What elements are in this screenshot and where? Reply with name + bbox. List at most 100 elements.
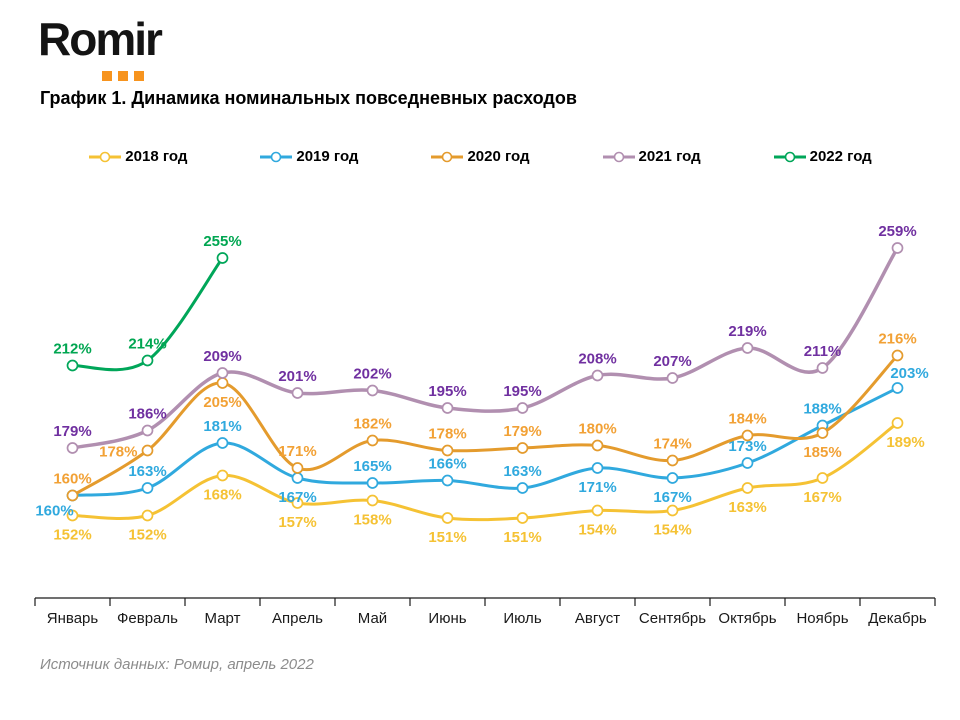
data-label: 160% bbox=[53, 471, 91, 488]
data-label: 195% bbox=[428, 383, 466, 400]
data-label: 157% bbox=[278, 514, 316, 531]
data-point-marker bbox=[291, 472, 304, 484]
data-point-marker bbox=[66, 359, 79, 372]
data-label: 174% bbox=[653, 436, 691, 453]
data-point-marker bbox=[591, 439, 604, 452]
data-point-marker bbox=[216, 252, 229, 264]
data-point-marker bbox=[666, 372, 679, 384]
data-label: 154% bbox=[578, 522, 616, 539]
data-label: 209% bbox=[203, 348, 241, 365]
data-label: 158% bbox=[353, 512, 391, 529]
data-label: 201% bbox=[278, 368, 316, 385]
data-point-marker bbox=[291, 387, 304, 399]
data-point-marker bbox=[216, 469, 229, 482]
data-label: 211% bbox=[804, 343, 842, 360]
month-label: Январь bbox=[47, 610, 99, 627]
data-point-marker bbox=[591, 462, 604, 474]
series-line bbox=[71, 421, 899, 522]
data-point-marker bbox=[216, 367, 229, 379]
data-point-marker bbox=[141, 424, 154, 437]
data-point-marker bbox=[216, 437, 229, 449]
data-label: 171% bbox=[578, 479, 616, 496]
data-label: 171% bbox=[278, 443, 316, 460]
data-label: 255% bbox=[203, 233, 241, 250]
month-label: Декабрь bbox=[868, 610, 927, 627]
month-label: Апрель bbox=[272, 610, 323, 627]
legend-item-2020: 2020 год bbox=[430, 148, 530, 165]
chart-title: График 1. Динамика номинальных повседнев… bbox=[40, 88, 577, 108]
data-label: 167% bbox=[803, 489, 841, 506]
data-point-marker bbox=[216, 377, 229, 389]
data-label: 167% bbox=[278, 489, 316, 506]
series-line bbox=[71, 386, 899, 497]
legend-label: 2019 год bbox=[296, 148, 359, 165]
series-line bbox=[71, 256, 224, 372]
legend-marker-icon bbox=[602, 151, 635, 162]
data-point-marker bbox=[816, 472, 829, 484]
month-label: Август bbox=[575, 610, 620, 627]
data-label: 163% bbox=[728, 499, 766, 516]
data-label: 165% bbox=[353, 458, 391, 475]
legend-marker-icon bbox=[89, 151, 122, 162]
data-label: 152% bbox=[53, 527, 91, 544]
data-label: 180% bbox=[578, 421, 616, 438]
month-label: Март bbox=[205, 610, 241, 627]
legend-marker-icon bbox=[431, 151, 464, 162]
data-label: 154% bbox=[653, 522, 691, 539]
source-note: Источник данных: Ромир, апрель 2022 bbox=[40, 656, 314, 673]
data-label: 182% bbox=[353, 416, 391, 433]
data-label: 181% bbox=[203, 418, 241, 435]
data-point-marker bbox=[741, 482, 754, 494]
month-label: Июнь bbox=[428, 610, 466, 627]
series-line bbox=[70, 246, 900, 450]
data-point-marker bbox=[891, 349, 904, 362]
data-label: 184% bbox=[728, 411, 766, 428]
data-label: 188% bbox=[803, 401, 841, 418]
data-point-marker bbox=[66, 489, 79, 502]
legend-label: 2021 год bbox=[638, 148, 701, 165]
data-label: 173% bbox=[728, 438, 766, 455]
data-point-marker bbox=[366, 434, 379, 447]
data-point-marker bbox=[891, 242, 904, 254]
data-point-marker bbox=[141, 354, 154, 367]
data-label: 214% bbox=[128, 336, 166, 353]
data-point-marker bbox=[666, 472, 679, 484]
legend-marker-icon bbox=[773, 151, 806, 162]
data-label: 178% bbox=[99, 444, 137, 461]
data-point-marker bbox=[441, 444, 454, 457]
data-label: 178% bbox=[428, 426, 466, 443]
data-label: 167% bbox=[653, 489, 691, 506]
data-label: 163% bbox=[128, 463, 166, 480]
month-label: Октябрь bbox=[718, 610, 776, 627]
month-label: Ноябрь bbox=[796, 610, 848, 627]
data-label: 152% bbox=[128, 527, 166, 544]
series-2018: 152% 152% 168% 157% 158% 151% 151% 154% 154% 163%… bbox=[53, 417, 925, 546]
data-point-marker bbox=[666, 454, 679, 467]
legend-item-2019: 2019 год bbox=[259, 148, 358, 165]
data-point-marker bbox=[516, 402, 529, 414]
legend-label: 2018 год bbox=[125, 148, 188, 165]
series-2022: 212% 214% 255% bbox=[53, 233, 242, 372]
data-label: 207% bbox=[653, 353, 691, 370]
data-point-marker bbox=[516, 512, 529, 524]
legend-item-2021: 2021 год bbox=[602, 148, 701, 165]
data-point-marker bbox=[516, 442, 529, 454]
data-point-marker bbox=[441, 512, 454, 524]
data-point-marker bbox=[666, 504, 679, 517]
legend-label: 2022 год bbox=[809, 148, 872, 165]
data-point-marker bbox=[816, 427, 829, 439]
chart-area: Январь Февраль Март Апрель Май Июнь Июль Август… bbox=[0, 185, 960, 655]
data-label: 151% bbox=[428, 529, 466, 546]
legend-label: 2020 год bbox=[467, 148, 530, 165]
series-2021: 179% 186% 209% 201% 202% 195% 195% 208% 207% 219%… bbox=[53, 223, 917, 454]
legend-marker-icon bbox=[260, 151, 293, 162]
data-label: 189% bbox=[886, 434, 924, 451]
series-2019: 160% 163% 181% 167% 165% 166% 163% 171% 167% 173%… bbox=[35, 365, 928, 520]
month-label: Сентябрь bbox=[639, 610, 706, 627]
data-point-marker bbox=[291, 462, 304, 474]
data-label: 179% bbox=[53, 423, 91, 440]
data-point-marker bbox=[741, 342, 754, 354]
legend-item-2022: 2022 год bbox=[773, 148, 872, 165]
data-label: 212% bbox=[53, 341, 91, 358]
